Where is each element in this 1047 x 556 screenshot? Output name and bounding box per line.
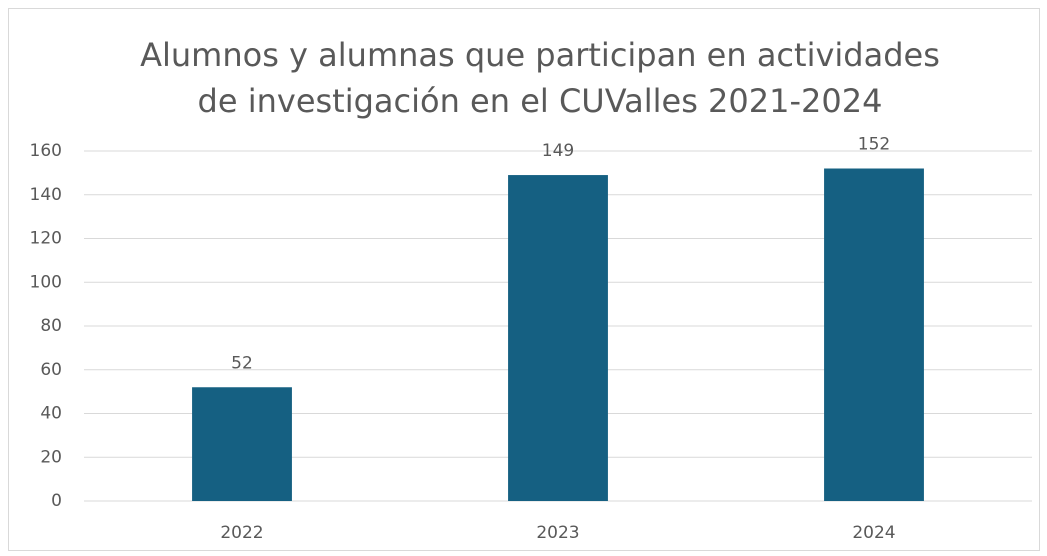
x-tick-label: 2023 (536, 523, 579, 543)
bar (192, 387, 292, 501)
y-tick-label: 40 (40, 404, 62, 424)
y-tick-label: 0 (51, 491, 62, 511)
y-tick-label: 20 (40, 447, 62, 467)
x-tick-label: 2022 (220, 523, 263, 543)
y-tick-label: 160 (30, 141, 62, 161)
bar (508, 175, 608, 501)
y-tick-label: 60 (40, 360, 62, 380)
bar (824, 168, 924, 501)
data-label: 149 (542, 141, 574, 161)
y-tick-label: 80 (40, 316, 62, 336)
data-label: 152 (858, 135, 890, 155)
data-label: 52 (231, 353, 253, 373)
chart-title: Alumnos y alumnas que participan en acti… (140, 36, 940, 120)
y-tick-label: 100 (30, 272, 62, 292)
y-tick-label: 120 (30, 229, 62, 249)
x-tick-label: 2024 (852, 523, 895, 543)
y-tick-label: 140 (30, 185, 62, 205)
